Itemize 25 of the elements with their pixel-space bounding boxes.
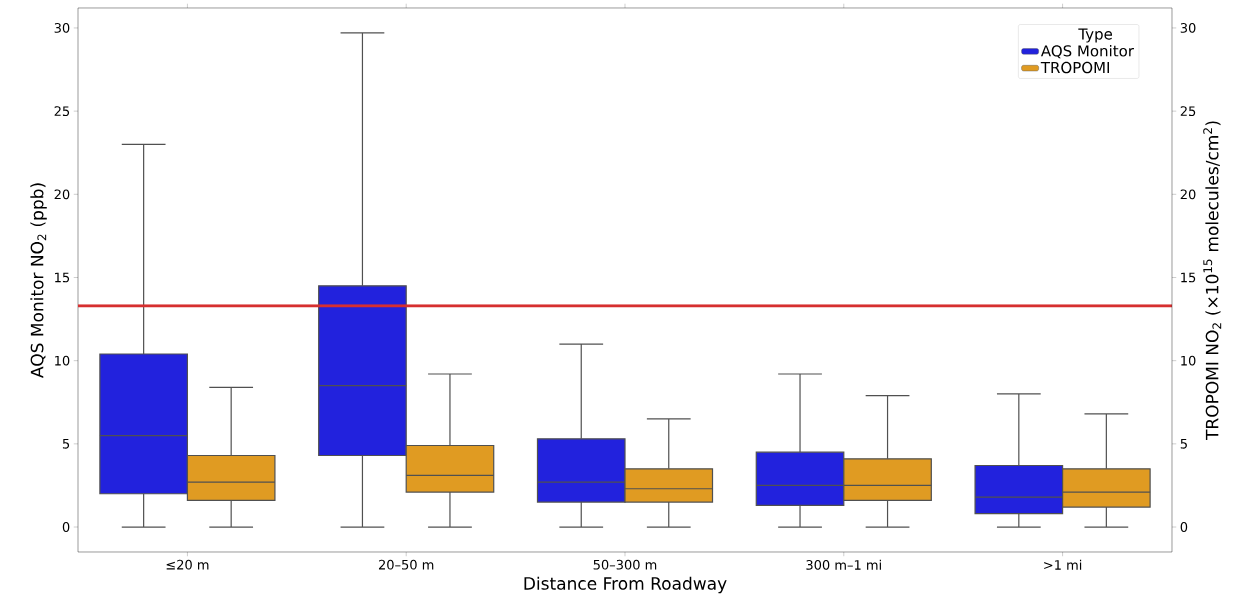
y2-tick-label: 15 (1181, 272, 1196, 283)
x-tick-label: >1 mi (1044, 559, 1082, 570)
y-tick-label: 30 (54, 23, 70, 33)
y2-tick-label: 10 (1181, 355, 1196, 366)
y-tick-label: 20 (54, 189, 70, 200)
y-tick-label: 10 (55, 355, 70, 366)
y2-tick-label: 0 (1180, 522, 1188, 532)
x-tick-label: 50–300 m (593, 559, 657, 570)
x-tick-label: 20–50 m (378, 559, 434, 570)
legend-label: AQS Monitor (1040, 44, 1134, 59)
y-tick-label: 0 (62, 522, 70, 532)
y2-tick-label: 30 (1180, 23, 1196, 33)
y-axis-title: AQS Monitor NO$_{2}$ (ppb) (30, 183, 47, 378)
y-tick-label: 5 (62, 439, 70, 449)
y-tick-label: 25 (54, 106, 70, 117)
legend-label: TROPOMI (1040, 61, 1109, 74)
x-tick-label: ≤20 m (166, 559, 209, 570)
y2-tick-label: 20 (1180, 189, 1196, 200)
y2-axis-title: TROPOMI NO$_{2}$ (×10$^{15}$ molecules/cm$^{2}$) (1203, 121, 1222, 441)
legend-title: Type (1078, 28, 1113, 43)
y2-tick-label: 5 (1180, 439, 1187, 449)
y-tick-label: 15 (55, 272, 70, 283)
y2-tick-label: 25 (1180, 106, 1196, 117)
x-axis-title: Distance From Roadway (524, 576, 727, 594)
x-tick-label: 300 m–1 mi (806, 559, 881, 570)
